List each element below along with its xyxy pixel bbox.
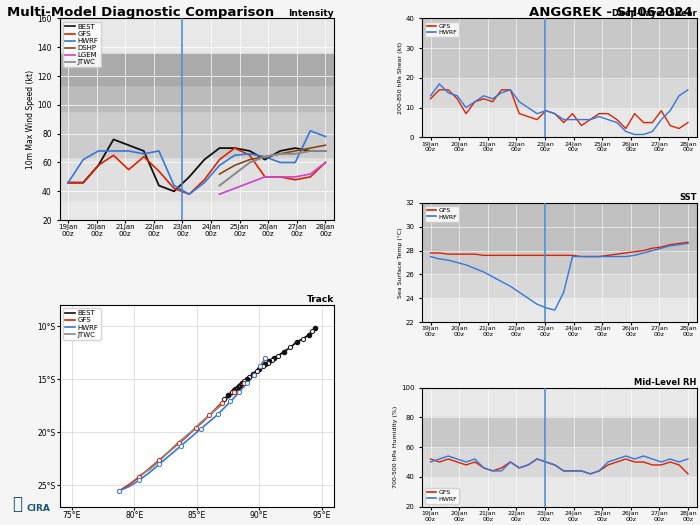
Text: SST: SST bbox=[679, 193, 696, 202]
Text: Intensity: Intensity bbox=[288, 8, 334, 18]
Bar bbox=[422, 18, 696, 78]
Bar bbox=[422, 275, 696, 298]
Text: Track: Track bbox=[307, 295, 334, 304]
Text: Mid-Level RH: Mid-Level RH bbox=[634, 378, 696, 387]
Legend: BEST, GFS, HWRF, JTWC: BEST, GFS, HWRF, JTWC bbox=[63, 308, 101, 340]
Bar bbox=[422, 78, 696, 108]
Bar bbox=[422, 203, 696, 250]
Text: CIRA: CIRA bbox=[27, 505, 50, 513]
Text: ANGGREK - SH062024: ANGGREK - SH062024 bbox=[529, 6, 693, 19]
Text: ⧁: ⧁ bbox=[13, 496, 22, 513]
Bar bbox=[422, 417, 696, 447]
Bar bbox=[60, 55, 334, 85]
Bar bbox=[60, 85, 334, 111]
Legend: GFS, HWRF: GFS, HWRF bbox=[425, 22, 458, 37]
Bar bbox=[60, 157, 334, 200]
Legend: GFS, HWRF: GFS, HWRF bbox=[425, 206, 458, 222]
Bar bbox=[60, 111, 334, 157]
Y-axis label: 10m Max Wind Speed (kt): 10m Max Wind Speed (kt) bbox=[26, 70, 34, 169]
Legend: BEST, GFS, HWRF, DSHP, LGEM, JTWC: BEST, GFS, HWRF, DSHP, LGEM, JTWC bbox=[63, 22, 101, 67]
Legend: GFS, HWRF: GFS, HWRF bbox=[425, 488, 458, 503]
Y-axis label: 200-850 hPa Shear (kt): 200-850 hPa Shear (kt) bbox=[398, 42, 402, 114]
Text: Multi-Model Diagnostic Comparison: Multi-Model Diagnostic Comparison bbox=[7, 6, 274, 19]
Text: Deep-Layer Shear: Deep-Layer Shear bbox=[612, 8, 696, 18]
Y-axis label: Sea Surface Temp (°C): Sea Surface Temp (°C) bbox=[398, 227, 402, 298]
Bar bbox=[422, 447, 696, 477]
Bar bbox=[422, 250, 696, 275]
Y-axis label: 700-500 hPa Humidity (%): 700-500 hPa Humidity (%) bbox=[393, 406, 398, 488]
